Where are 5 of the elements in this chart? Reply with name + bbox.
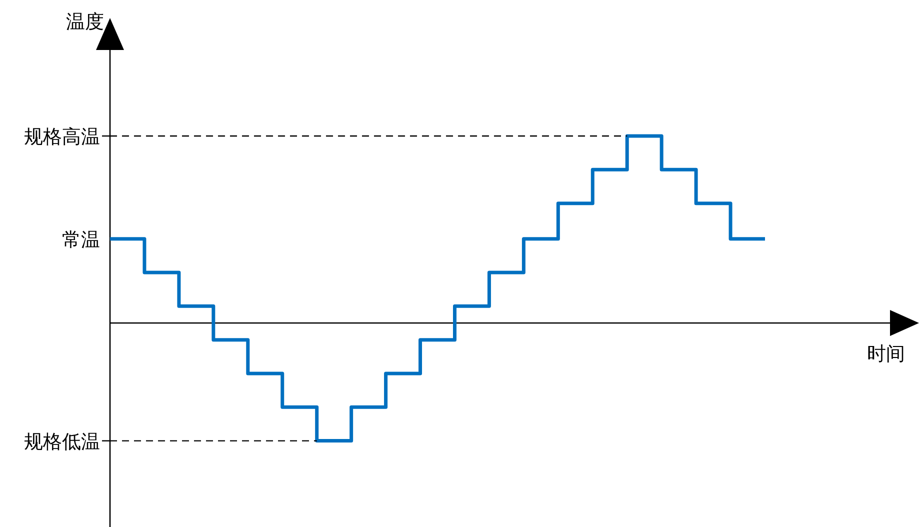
text: 温度 xyxy=(66,11,104,33)
annotation: 常温 xyxy=(62,230,100,251)
x-axis-title: 时间 xyxy=(867,344,905,365)
ref-line-label: 规格高温 xyxy=(24,126,100,148)
ref-line-label: 规格低温 xyxy=(24,432,100,453)
